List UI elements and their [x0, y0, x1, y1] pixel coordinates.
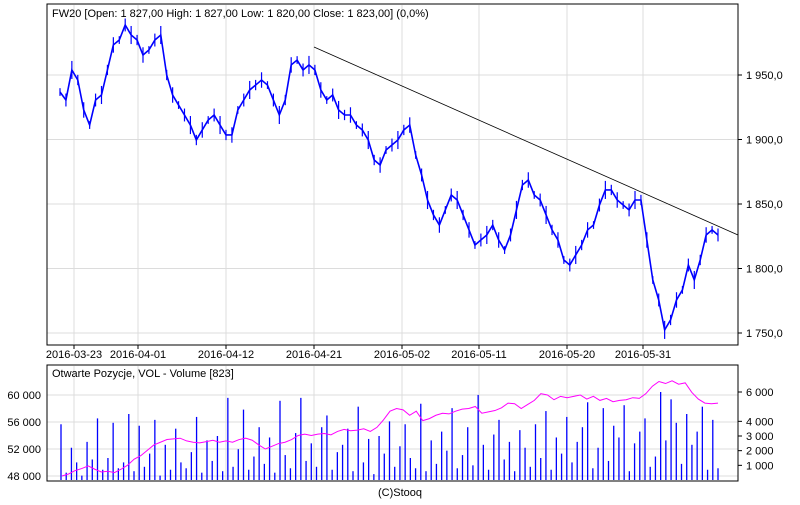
left-tick-label: 56 000 — [7, 417, 41, 429]
left-tick-label: 52 000 — [7, 444, 41, 456]
date-x-axis: 2016-03-23 2016-04-01 2016-04-12 2016-04-21… — [46, 345, 671, 361]
open-interest-line — [61, 380, 719, 477]
price-grid — [47, 5, 738, 344]
price-panel-frame — [46, 3, 739, 346]
y-tick-label: 1 900,0 — [746, 135, 783, 147]
trendline — [313, 46, 739, 236]
open-interest-series — [61, 380, 719, 477]
price-line — [59, 23, 719, 333]
volume-panel-title: Otwarte Pozycje, VOL - Volume [823] — [52, 368, 234, 380]
x-tick-label: 2016-05-02 — [374, 349, 430, 361]
volume-panel-frame — [46, 364, 739, 482]
volume-axis: 1 000 2 000 3 000 4 000 6 000 — [738, 387, 774, 472]
copyright-footer: (C)Stooq — [378, 487, 422, 499]
x-tick-label: 2016-05-20 — [539, 349, 595, 361]
y-tick-label: 1 750,0 — [746, 328, 783, 340]
x-tick-label: 2016-04-12 — [198, 349, 254, 361]
left-tick-label: 48 000 — [7, 471, 41, 483]
left-tick-label: 60 000 — [7, 390, 41, 402]
x-tick-label: 2016-05-31 — [615, 349, 671, 361]
y-tick-label: 1 950,0 — [746, 70, 783, 82]
y-tick-label: 1 850,0 — [746, 199, 783, 211]
right-tick-label: 1 000 — [746, 460, 774, 472]
x-tick-label: 2016-04-01 — [110, 349, 166, 361]
x-tick-label: 2016-05-11 — [451, 349, 506, 361]
right-tick-label: 3 000 — [746, 431, 774, 443]
price-y-axis: 1 750,0 1 800,0 1 850,0 1 900,0 1 950,0 — [738, 70, 783, 340]
right-tick-label: 6 000 — [746, 387, 774, 399]
open-interest-axis: 48 000 52 000 56 000 60 000 — [7, 390, 41, 483]
price-series — [59, 18, 739, 339]
right-tick-label: 2 000 — [746, 446, 774, 458]
x-tick-label: 2016-04-21 — [286, 349, 342, 361]
x-tick-label: 2016-03-23 — [46, 349, 102, 361]
volume-grid — [47, 366, 738, 480]
right-tick-label: 4 000 — [746, 416, 774, 428]
price-panel-title: FW20 [Open: 1 827,00 High: 1 827,00 Low:… — [52, 8, 429, 20]
volume-series — [60, 392, 719, 480]
y-tick-label: 1 800,0 — [746, 264, 783, 276]
